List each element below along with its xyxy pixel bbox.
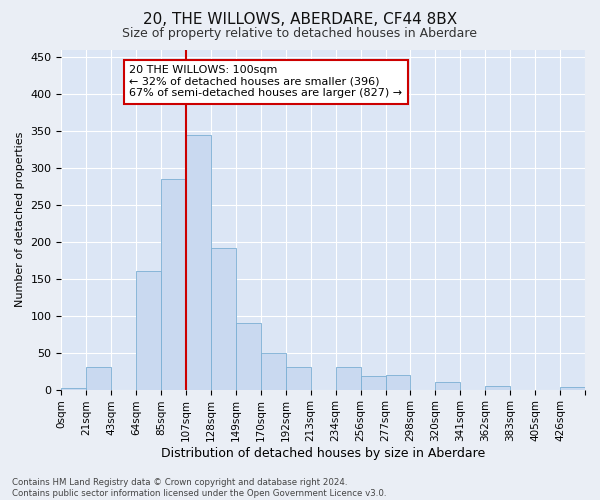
Bar: [361, 376, 386, 390]
Bar: [560, 388, 585, 390]
Text: 20 THE WILLOWS: 100sqm
← 32% of detached houses are smaller (396)
67% of semi-de: 20 THE WILLOWS: 100sqm ← 32% of detached…: [130, 66, 403, 98]
Bar: [261, 352, 286, 390]
Bar: [86, 368, 111, 390]
Y-axis label: Number of detached properties: Number of detached properties: [15, 132, 25, 308]
Bar: [61, 388, 86, 390]
Text: Contains HM Land Registry data © Crown copyright and database right 2024.
Contai: Contains HM Land Registry data © Crown c…: [12, 478, 386, 498]
Text: 20, THE WILLOWS, ABERDARE, CF44 8BX: 20, THE WILLOWS, ABERDARE, CF44 8BX: [143, 12, 457, 28]
Bar: [335, 368, 361, 390]
Bar: [211, 248, 236, 390]
Bar: [286, 368, 311, 390]
Bar: [436, 382, 460, 390]
Bar: [161, 179, 186, 390]
Bar: [186, 135, 211, 390]
Text: Size of property relative to detached houses in Aberdare: Size of property relative to detached ho…: [122, 28, 478, 40]
Bar: [386, 375, 410, 390]
X-axis label: Distribution of detached houses by size in Aberdare: Distribution of detached houses by size …: [161, 447, 485, 460]
Bar: [236, 323, 261, 390]
Bar: [136, 272, 161, 390]
Bar: [485, 386, 510, 390]
